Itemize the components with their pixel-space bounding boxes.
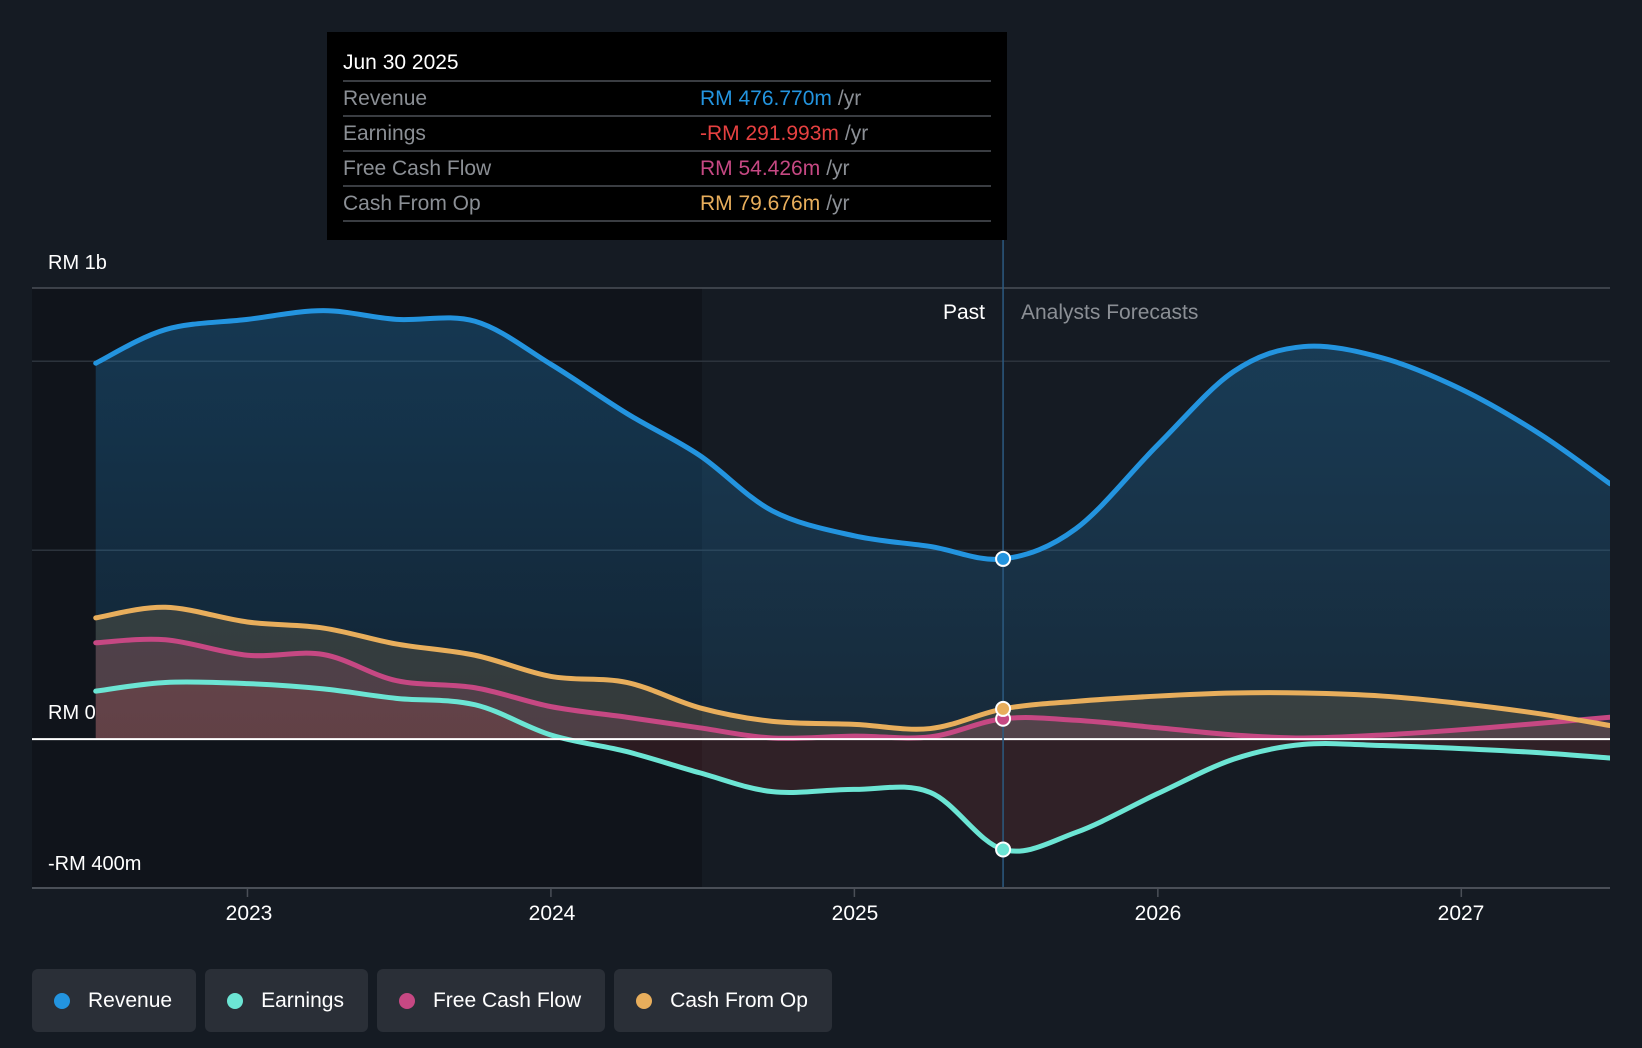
free-cash-flow-dot-icon <box>398 992 415 1009</box>
tooltip-label: Cash From Op <box>343 192 481 215</box>
cash-from-op-hover-dot <box>995 700 1012 717</box>
tooltip-unit: /yr <box>844 122 869 145</box>
y-tick-label-bottom: -RM 400m <box>48 853 142 875</box>
tooltip-value: -RM 291.993m <box>700 122 839 145</box>
x-tick-label: 2024 <box>528 902 576 925</box>
tooltip-unit: /yr <box>826 192 850 215</box>
x-tick-label: 2023 <box>225 902 273 925</box>
past-label: Past <box>943 301 986 324</box>
legend-item-cash-from-op[interactable]: Cash From Op <box>614 969 832 1032</box>
free-cash-flow-area <box>95 639 1610 740</box>
legend: Revenue Earnings Free Cash Flow Cash Fro… <box>32 969 832 1032</box>
revenue-dot-icon <box>54 992 70 1009</box>
tooltip-unit: /yr <box>826 157 850 180</box>
tooltip-label: Revenue <box>343 87 428 110</box>
cash-from-op-line <box>93 604 1610 732</box>
revenue-area <box>95 310 1610 740</box>
tooltip-row-revenue: Revenue RM 476.770m /yr <box>343 82 991 117</box>
tooltip-date: Jun 30 2025 <box>343 46 991 82</box>
tooltip-unit: /yr <box>837 87 862 110</box>
legend-item-revenue[interactable]: Revenue <box>32 969 197 1032</box>
earnings-area <box>95 681 1610 852</box>
cash-from-op-dot-icon <box>636 992 653 1009</box>
tooltip-value: RM 79.676m <box>700 192 821 215</box>
forecast-label: Analysts Forecasts <box>1021 301 1199 324</box>
earnings-hover-dot <box>995 841 1012 858</box>
y-tick-label-top: RM 1b <box>48 252 107 274</box>
revenue-hover-dot <box>995 550 1012 567</box>
x-tick-label: 2027 <box>1437 902 1485 925</box>
tooltip-row-cash-from-op: Cash From Op RM 79.676m /yr <box>343 187 991 222</box>
legend-label: Cash From Op <box>670 988 808 1012</box>
legend-item-free-cash-flow[interactable]: Free Cash Flow <box>376 969 606 1032</box>
tooltip-row-earnings: Earnings -RM 291.993m /yr <box>343 117 991 152</box>
legend-label: Revenue <box>88 988 173 1012</box>
tooltip-value: RM 476.770m <box>700 87 832 110</box>
revenue-line <box>93 308 1610 562</box>
tooltip-row-free-cash-flow: Free Cash Flow RM 54.426m /yr <box>343 152 991 187</box>
tooltip-value: RM 54.426m <box>700 157 821 180</box>
legend-label: Earnings <box>261 988 344 1012</box>
free-cash-flow-line <box>93 636 1610 741</box>
tooltip-label: Earnings <box>343 122 426 145</box>
legend-item-earnings[interactable]: Earnings <box>205 969 368 1032</box>
tooltip-label: Free Cash Flow <box>343 157 492 180</box>
x-tick-label: 2026 <box>1134 902 1182 925</box>
x-tick-label: 2025 <box>831 902 879 925</box>
earnings-line <box>93 679 1610 854</box>
earnings-dot-icon <box>227 992 244 1009</box>
legend-label: Free Cash Flow <box>432 988 582 1012</box>
tooltip: Jun 30 2025 Revenue RM 476.770m /yr Earn… <box>327 32 1007 240</box>
y-tick-label-zero: RM 0 <box>48 702 96 724</box>
